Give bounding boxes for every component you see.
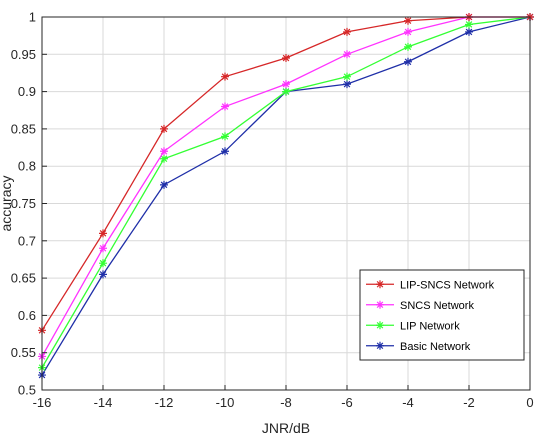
data-point (221, 72, 229, 81)
x-tick-label: -16 (33, 395, 52, 410)
data-point (404, 16, 412, 25)
data-point (465, 20, 473, 29)
x-tick-label: -8 (280, 395, 292, 410)
legend-label: Basic Network (400, 341, 471, 353)
data-point (465, 27, 473, 36)
data-point (404, 42, 412, 51)
data-point (221, 102, 229, 111)
data-point (99, 244, 107, 253)
y-tick-label: 1 (29, 10, 36, 25)
y-tick-label: 0.9 (18, 84, 36, 99)
data-point (160, 124, 168, 133)
data-point (221, 147, 229, 156)
data-point (404, 57, 412, 66)
data-point (221, 132, 229, 141)
data-point (282, 54, 290, 63)
axis-ticks: -16 -14 -12 -10 -8 -6 -4 -2 0 0.5 0.55 0.6 0.65 0.7 0.… (11, 10, 534, 411)
legend-marker (376, 341, 384, 350)
x-tick-label: -10 (216, 395, 235, 410)
y-tick-label: 0.95 (11, 47, 36, 62)
data-point (99, 229, 107, 238)
x-tick-label: -4 (402, 395, 414, 410)
x-tick-label: -12 (155, 395, 174, 410)
y-tick-label: 0.8 (18, 159, 36, 174)
data-point (282, 87, 290, 96)
x-tick-label: -2 (463, 395, 475, 410)
legend-item: SNCS Network (366, 300, 474, 312)
y-axis-label: accuracy (0, 175, 14, 231)
data-point (160, 147, 168, 156)
y-tick-label: 0.6 (18, 308, 36, 323)
data-point (282, 80, 290, 89)
legend-label: LIP Network (400, 320, 460, 332)
y-tick-label: 0.55 (11, 345, 36, 360)
legend-label: LIP-SNCS Network (400, 279, 495, 291)
legend-item: LIP Network (366, 320, 460, 332)
data-point (160, 180, 168, 189)
data-point (404, 27, 412, 36)
legend-item: Basic Network (366, 341, 471, 353)
data-point (343, 80, 351, 89)
legend-item: LIP-SNCS Network (366, 279, 495, 291)
y-tick-label: 0.7 (18, 233, 36, 248)
x-tick-label: 0 (526, 395, 533, 410)
x-tick-label: -6 (341, 395, 353, 410)
x-axis-label: JNR/dB (262, 420, 310, 436)
y-tick-label: 0.75 (11, 196, 36, 211)
data-point (99, 270, 107, 279)
series-group (38, 13, 534, 380)
y-tick-label: 0.5 (18, 383, 36, 398)
data-point (160, 154, 168, 163)
legend-label: SNCS Network (400, 300, 474, 312)
data-point (343, 72, 351, 81)
y-tick-label: 0.85 (11, 121, 36, 136)
data-point (343, 50, 351, 59)
legend: LIP-SNCS Network SNCS Network LIP Network B… (359, 269, 525, 361)
legend-marker (376, 280, 384, 289)
legend-box (359, 269, 525, 361)
data-point (99, 259, 107, 268)
legend-marker (376, 300, 384, 309)
legend-marker (376, 321, 384, 330)
x-tick-label: -14 (94, 395, 113, 410)
y-tick-label: 0.65 (11, 271, 36, 286)
data-point (343, 27, 351, 36)
